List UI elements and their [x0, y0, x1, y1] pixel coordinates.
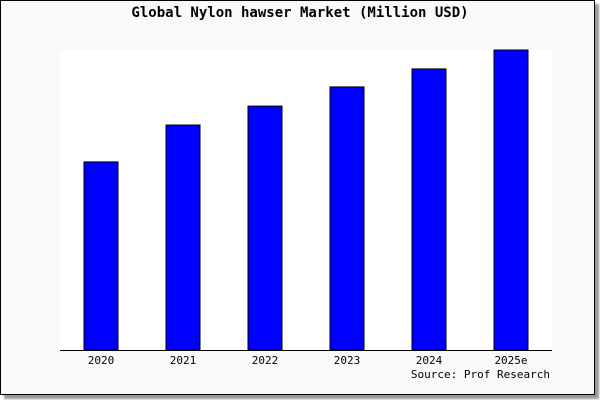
- plot-area: [60, 50, 552, 350]
- x-tick-label: 2023: [334, 354, 361, 367]
- bar-2025e: [493, 49, 529, 351]
- x-tick-label: 2022: [252, 354, 279, 367]
- bar-2023: [329, 86, 365, 351]
- x-tick-label: 2025e: [494, 354, 527, 367]
- x-tick-label: 2024: [416, 354, 443, 367]
- x-tick-label: 2020: [88, 354, 115, 367]
- bar-2024: [411, 68, 447, 351]
- x-tick-label: 2021: [170, 354, 197, 367]
- bar-2021: [165, 124, 201, 351]
- source-note: Source: Prof Research: [410, 368, 550, 381]
- bar-2020: [83, 161, 119, 351]
- chart-title: Global Nylon hawser Market (Million USD): [131, 5, 469, 21]
- bar-2022: [247, 105, 283, 351]
